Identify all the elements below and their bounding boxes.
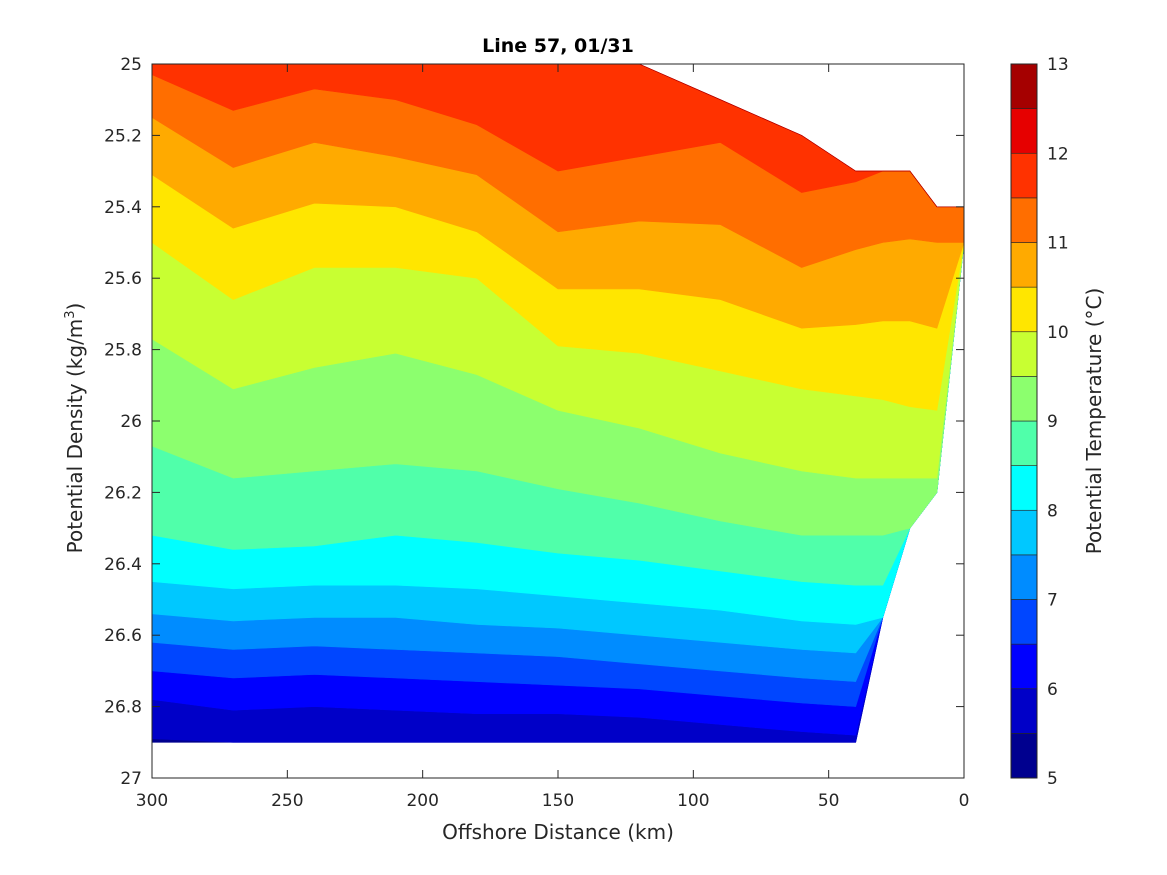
colorbar-swatch bbox=[1010, 152, 1038, 199]
colorbar-swatch bbox=[1010, 733, 1038, 779]
x-tick-label: 250 bbox=[271, 791, 303, 811]
colorbar-swatch bbox=[1010, 688, 1038, 734]
y-tick-label: 25.2 bbox=[104, 126, 142, 146]
x-axis-label: Offshore Distance (km) bbox=[442, 820, 674, 844]
colorbar-swatch bbox=[1010, 108, 1038, 154]
colorbar-swatch bbox=[1010, 63, 1038, 109]
colorbar-label: Potential Temperature (°C) bbox=[1082, 288, 1106, 555]
x-tick-label: 100 bbox=[677, 791, 709, 811]
y-tick-label: 25 bbox=[120, 55, 142, 75]
x-axis: 300 250 200 150 100 50 0 bbox=[136, 64, 970, 811]
colorbar: 5 6 7 8 9 10 11 12 13 bbox=[1010, 55, 1069, 789]
colorbar-tick-label: 7 bbox=[1047, 591, 1058, 611]
colorbar-tick-label: 6 bbox=[1047, 680, 1058, 700]
colorbar-tick-label: 13 bbox=[1047, 55, 1069, 75]
colorbar-swatch bbox=[1010, 643, 1038, 690]
colorbar-swatch bbox=[1010, 420, 1038, 466]
y-axis-label: Potential Density (kg/m3) bbox=[63, 303, 87, 554]
y-axis-label-main: Potential Density (kg/m bbox=[63, 319, 87, 554]
colorbar-swatch bbox=[1010, 465, 1038, 511]
colorbar-tick-label: 8 bbox=[1047, 501, 1058, 521]
colorbar-swatch bbox=[1010, 509, 1038, 556]
colorbar-tick-label: 9 bbox=[1047, 412, 1058, 432]
colorbar-swatch bbox=[1010, 331, 1038, 377]
colorbar-swatch bbox=[1010, 554, 1038, 600]
colorbar-swatch bbox=[1010, 286, 1038, 333]
colorbar-tick-label: 12 bbox=[1047, 144, 1069, 164]
x-tick-label: 0 bbox=[959, 791, 970, 811]
chart-title: Line 57, 01/31 bbox=[482, 35, 634, 57]
x-tick-label: 150 bbox=[542, 791, 574, 811]
y-axis-label-sup: 3 bbox=[63, 310, 78, 318]
y-tick-label: 26.6 bbox=[104, 626, 142, 646]
x-tick-label: 50 bbox=[818, 791, 840, 811]
colorbar-swatch bbox=[1010, 242, 1038, 288]
y-tick-label: 25.4 bbox=[104, 198, 142, 218]
colorbar-frame bbox=[1010, 63, 1038, 779]
y-tick-label: 26.8 bbox=[104, 698, 142, 718]
y-tick-label: 26 bbox=[120, 412, 142, 432]
y-tick-label: 26.2 bbox=[104, 483, 142, 503]
colorbar-swatch bbox=[1010, 376, 1038, 422]
colorbar-tick-label: 10 bbox=[1047, 323, 1069, 343]
colorbar-tick-label: 5 bbox=[1047, 769, 1058, 789]
y-tick-label: 25.8 bbox=[104, 341, 142, 361]
x-tick-label: 200 bbox=[406, 791, 438, 811]
colorbar-swatch bbox=[1010, 599, 1038, 645]
y-axis-label-end: ) bbox=[63, 303, 87, 311]
y-axis: 25 25.2 25.4 25.6 25.8 26 26.2 26.4 26.6 26.8 27 bbox=[104, 55, 964, 789]
y-tick-label: 26.4 bbox=[104, 555, 142, 575]
y-tick-label: 25.6 bbox=[104, 269, 142, 289]
y-tick-label: 27 bbox=[120, 769, 142, 789]
x-tick-label: 300 bbox=[136, 791, 168, 811]
colorbar-tick-label: 11 bbox=[1047, 234, 1069, 254]
colorbar-swatch bbox=[1010, 197, 1038, 243]
contour-fills bbox=[151, 63, 965, 743]
